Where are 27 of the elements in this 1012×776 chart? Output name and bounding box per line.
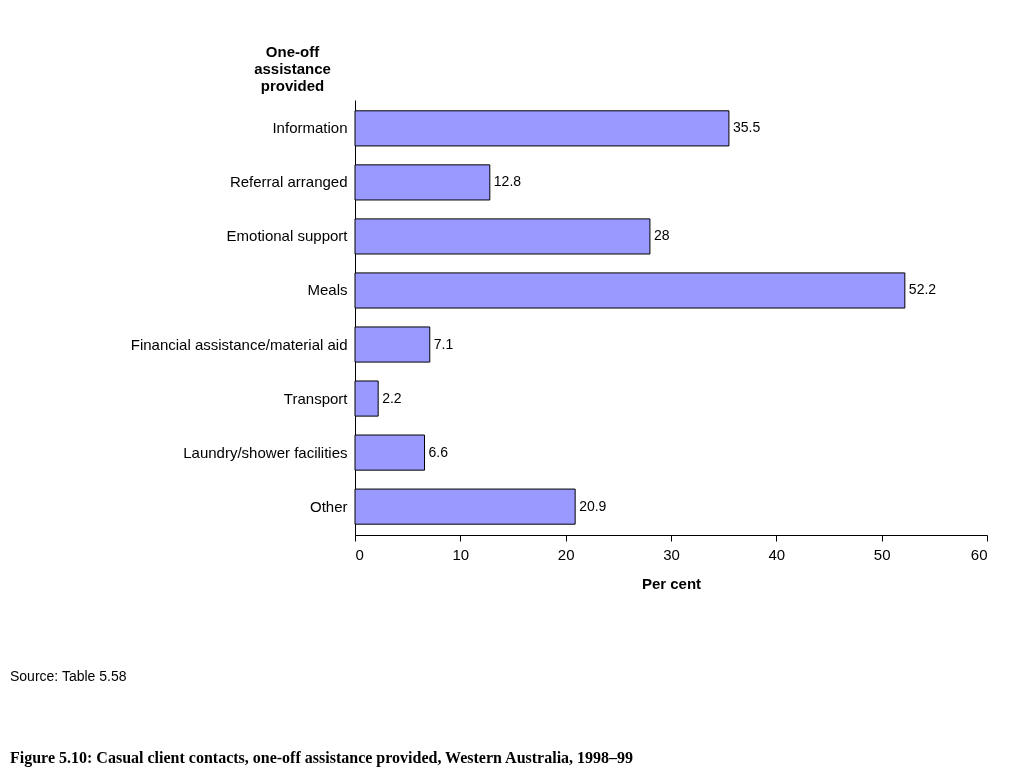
- y-tick-label: Laundry/shower facilities: [183, 443, 348, 461]
- y-tick-label: Financial assistance/material aid: [130, 335, 348, 353]
- x-tick-label: 20: [557, 545, 575, 563]
- y-tick-label: Emotional support: [226, 227, 349, 245]
- x-axis-title: Per cent: [641, 574, 702, 592]
- x-tick-label: 60: [970, 545, 988, 563]
- data-label: 12.8: [493, 173, 522, 190]
- y-tick-label: Information: [272, 119, 348, 137]
- data-label: 2.2: [382, 389, 402, 406]
- data-label: 35.5: [732, 119, 761, 136]
- y-tick-label: Meals: [307, 281, 348, 299]
- text: Figure 5.10: Casual client contacts, one-off assistance provided, Western Australia, 1998–99: [10, 749, 634, 767]
- y-axis-title: One-off assistance provided: [254, 42, 331, 94]
- x-tick-label: 0: [355, 545, 364, 563]
- data-label: 7.1: [433, 335, 454, 352]
- data-label: 20.9: [579, 497, 607, 514]
- y-tick-label: Transport: [283, 389, 349, 407]
- x-tick-label: 10: [452, 545, 470, 563]
- x-tick-label: 30: [663, 545, 680, 563]
- data-label: 28: [653, 227, 670, 244]
- x-tick-label: 40: [768, 545, 786, 563]
- x-tick-label: 50: [873, 545, 891, 563]
- source-note: Source: Table 5.58: [10, 668, 127, 684]
- y-tick-label: Referral arranged: [229, 173, 348, 191]
- data-label: 52.2: [908, 281, 937, 298]
- y-tick-label: Other: [309, 497, 348, 515]
- data-label: 6.6: [428, 443, 449, 460]
